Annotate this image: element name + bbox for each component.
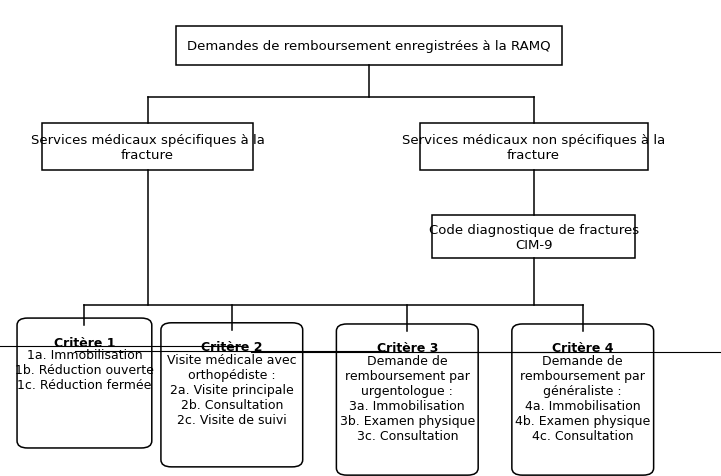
FancyBboxPatch shape	[176, 27, 562, 66]
Text: Services médicaux non spécifiques à la
fracture: Services médicaux non spécifiques à la f…	[402, 134, 665, 161]
Text: Visite médicale avec
orthopédiste :
2a. Visite principale
2b. Consultation
2c. V: Visite médicale avec orthopédiste : 2a. …	[167, 353, 296, 426]
FancyBboxPatch shape	[43, 124, 253, 171]
FancyBboxPatch shape	[17, 318, 152, 448]
FancyBboxPatch shape	[337, 324, 478, 475]
Text: Demandes de remboursement enregistrées à la RAMQ: Demandes de remboursement enregistrées à…	[187, 40, 551, 53]
FancyBboxPatch shape	[420, 124, 647, 171]
FancyBboxPatch shape	[512, 324, 654, 475]
Text: Demande de
remboursement par
généraliste :
4a. Immobilisation
4b. Examen physiqu: Demande de remboursement par généraliste…	[515, 355, 650, 442]
FancyBboxPatch shape	[161, 323, 303, 467]
Text: Demande de
remboursement par
urgentologue :
3a. Immobilisation
3b. Examen physiq: Demande de remboursement par urgentologu…	[340, 355, 475, 442]
Text: Critère 2: Critère 2	[201, 340, 262, 354]
Text: Critère 3: Critère 3	[376, 342, 438, 355]
Text: Critère 4: Critère 4	[552, 342, 614, 355]
FancyBboxPatch shape	[432, 216, 635, 258]
Text: 1a. Immobilisation
1b. Réduction ouverte
1c. Réduction fermée: 1a. Immobilisation 1b. Réduction ouverte…	[15, 348, 154, 391]
Text: Critère 1: Critère 1	[53, 336, 115, 349]
Text: Code diagnostique de fractures
CIM-9: Code diagnostique de fractures CIM-9	[428, 223, 639, 251]
Text: Services médicaux spécifiques à la
fracture: Services médicaux spécifiques à la fract…	[31, 134, 265, 161]
